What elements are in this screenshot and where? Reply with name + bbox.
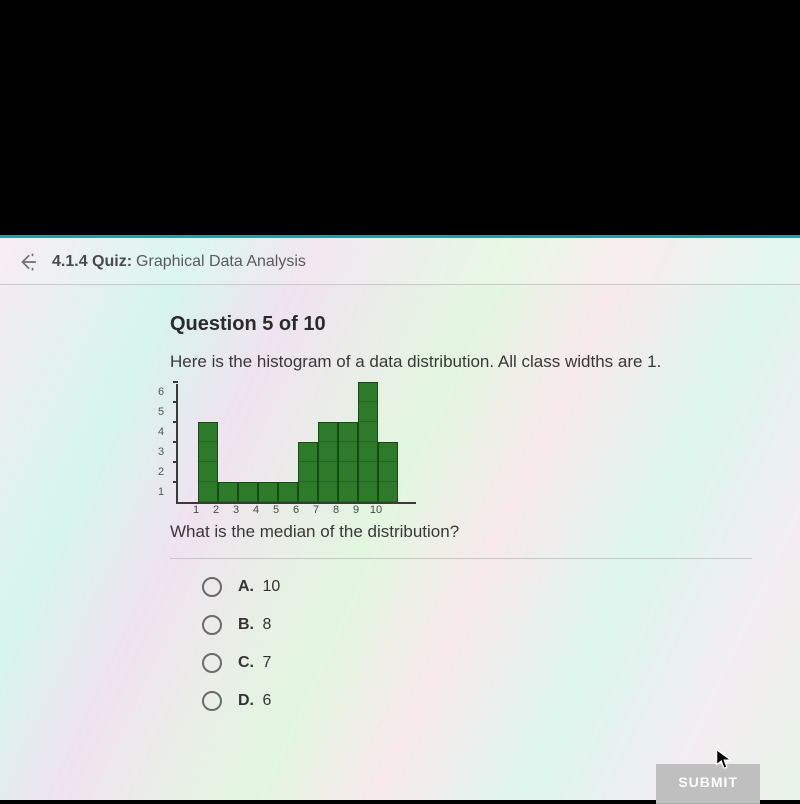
y-tick-label: 2 — [158, 472, 164, 492]
option-label: C. 7 — [238, 654, 271, 672]
radio-icon[interactable] — [202, 615, 222, 635]
x-tick-label: 9 — [346, 504, 366, 516]
x-tick-label: 4 — [246, 504, 266, 516]
y-tick-label: 5 — [158, 412, 164, 432]
y-tick-label: 1 — [158, 492, 164, 512]
question-prompt: Here is the histogram of a data distribu… — [170, 352, 752, 372]
answer-option[interactable]: A. 10 — [202, 577, 752, 597]
x-tick-label: 5 — [266, 504, 286, 516]
answer-options: A. 10 B. 8 C. 7 D. 6 — [170, 577, 752, 711]
quiz-header: 4.1.4 Quiz: Graphical Data Analysis — [0, 238, 800, 285]
divider — [170, 558, 752, 559]
answer-option[interactable]: C. 7 — [202, 653, 752, 673]
histogram-chart: 123456 12345678910 — [176, 384, 752, 516]
x-tick-label: 6 — [286, 504, 306, 516]
question-content: Question 5 of 10 Here is the histogram o… — [0, 285, 800, 711]
histogram-bar — [338, 422, 358, 502]
x-tick-label: 10 — [366, 504, 386, 516]
question-number: Question 5 of 10 — [170, 313, 752, 336]
histogram-bar — [218, 482, 238, 502]
histogram-bar — [298, 442, 318, 502]
histogram-bar — [258, 482, 278, 502]
option-label: D. 6 — [238, 692, 271, 710]
answer-option[interactable]: D. 6 — [202, 691, 752, 711]
y-tick-label: 6 — [158, 392, 164, 412]
x-tick-label: 2 — [206, 504, 226, 516]
y-tick-label: 4 — [158, 432, 164, 452]
histogram-bar — [378, 442, 398, 502]
answer-option[interactable]: B. 8 — [202, 615, 752, 635]
x-tick-label: 8 — [326, 504, 346, 516]
histogram-bar — [278, 482, 298, 502]
histogram-bar — [318, 422, 338, 502]
quiz-title: Graphical Data Analysis — [136, 253, 306, 271]
y-axis-labels: 123456 — [158, 384, 164, 504]
radio-icon[interactable] — [202, 691, 222, 711]
quiz-code: 4.1.4 Quiz: — [52, 253, 132, 271]
radio-icon[interactable] — [202, 653, 222, 673]
back-icon[interactable] — [20, 252, 40, 272]
x-tick-label: 7 — [306, 504, 326, 516]
option-label: A. 10 — [238, 578, 280, 596]
histogram-bar — [238, 482, 258, 502]
quiz-screen: 4.1.4 Quiz: Graphical Data Analysis Ques… — [0, 235, 800, 800]
y-tick-label: 3 — [158, 452, 164, 472]
mouse-cursor — [715, 748, 733, 770]
question-subprompt: What is the median of the distribution? — [170, 522, 752, 542]
submit-button[interactable]: SUBMIT — [656, 764, 760, 804]
histogram-bar — [198, 422, 218, 502]
x-axis-labels: 12345678910 — [176, 504, 752, 516]
x-tick-label: 3 — [226, 504, 246, 516]
histogram-plot — [176, 384, 416, 504]
histogram-bars — [178, 382, 398, 502]
radio-icon[interactable] — [202, 577, 222, 597]
option-label: B. 8 — [238, 616, 271, 634]
histogram-bar — [358, 382, 378, 502]
x-tick-label: 1 — [186, 504, 206, 516]
